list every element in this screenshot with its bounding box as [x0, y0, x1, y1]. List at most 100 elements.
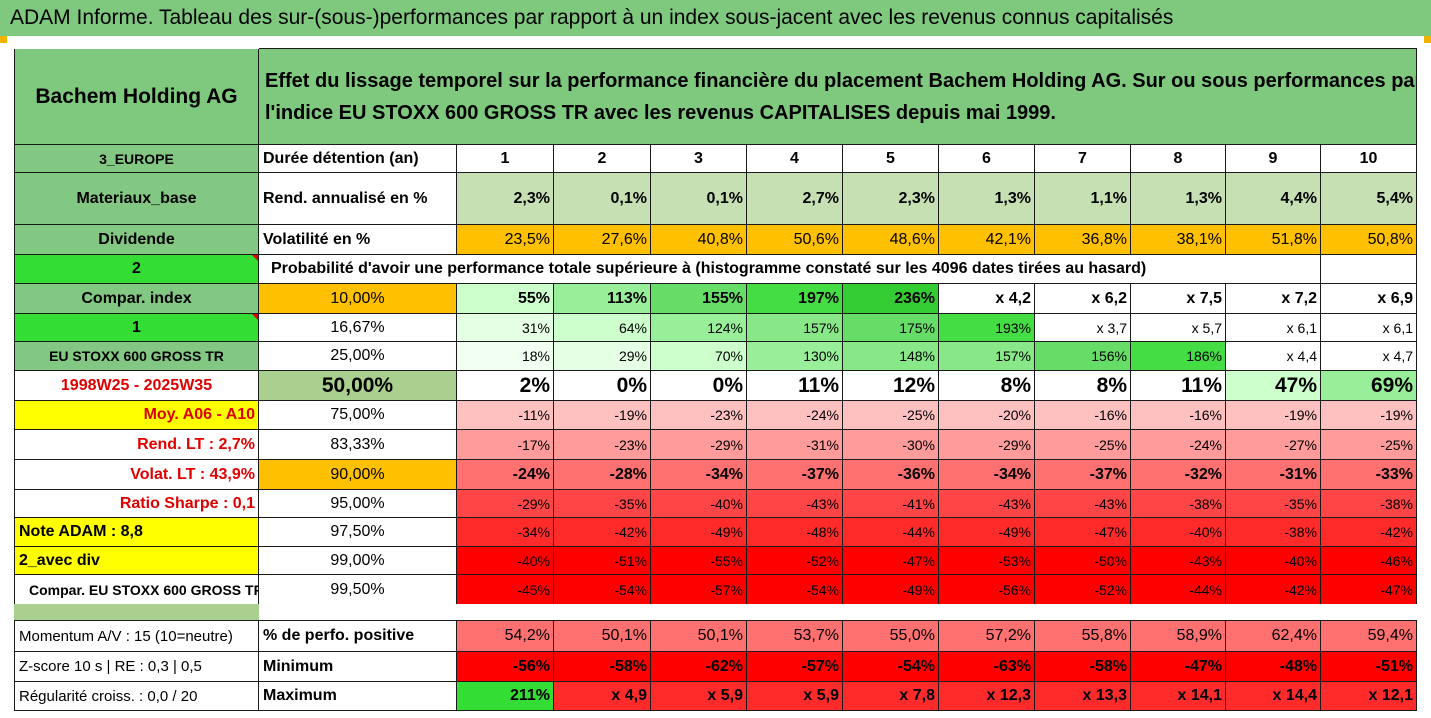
rend-value: 1,3% — [938, 172, 1035, 225]
percentile-value: 70% — [650, 341, 747, 371]
moy-label: Moy. A06 - A10 — [14, 400, 259, 430]
percentile-value: -42% — [1320, 517, 1417, 547]
vol-value: 38,1% — [1130, 224, 1226, 255]
percentile-value: -33% — [1320, 459, 1417, 490]
pct_pos-value: 50,1% — [650, 620, 747, 652]
pct_pos-value: 57,2% — [938, 620, 1035, 652]
percentile-value: -28% — [553, 459, 651, 490]
percentile-value: -29% — [650, 429, 747, 460]
percentile-value: -25% — [1034, 429, 1131, 460]
year-header: 9 — [1225, 144, 1321, 173]
percentile-value: -50% — [1034, 546, 1131, 575]
percentile-value: -49% — [938, 517, 1035, 547]
pct_pos-value: 62,4% — [1225, 620, 1321, 652]
percentile-value: -38% — [1320, 489, 1417, 518]
percentile-value: -43% — [1130, 546, 1226, 575]
dividend-label: Dividende — [14, 224, 259, 255]
percentile-value: 29% — [553, 341, 651, 371]
vol-value: 40,8% — [650, 224, 747, 255]
percentile-value: -24% — [456, 459, 554, 490]
percentile-value: -27% — [1225, 429, 1321, 460]
rend-value: 0,1% — [553, 172, 651, 225]
minimum-value: -63% — [938, 651, 1035, 682]
percentile-label: 50,00% — [258, 370, 457, 401]
corner-marker-right — [1424, 36, 1431, 43]
percentile-value: -40% — [1130, 517, 1226, 547]
vol-value: 27,6% — [553, 224, 651, 255]
report-title-bar: ADAM Informe. Tableau des sur-(sous-)per… — [0, 0, 1431, 36]
percentile-value: -35% — [1225, 489, 1321, 518]
percentile-value: -41% — [842, 489, 939, 518]
percentile-value: -24% — [746, 400, 843, 430]
spacer-green — [14, 604, 259, 621]
percentile-value: -23% — [650, 400, 747, 430]
percentile-label: 10,00% — [258, 283, 457, 314]
input-cell-2[interactable]: 2 — [14, 254, 259, 284]
percentile-value: -43% — [1034, 489, 1131, 518]
percentile-value: -11% — [456, 400, 554, 430]
percentile-value: -30% — [842, 429, 939, 460]
percentile-value: -47% — [1034, 517, 1131, 547]
pct_pos-value: 59,4% — [1320, 620, 1417, 652]
percentile-value: -46% — [1320, 546, 1417, 575]
percentile-value: -47% — [842, 546, 939, 575]
percentile-value: x 4,7 — [1320, 341, 1417, 371]
percentile-value: x 6,1 — [1225, 313, 1321, 342]
percentile-value: -44% — [842, 517, 939, 547]
vol-value: 42,1% — [938, 224, 1035, 255]
compar-footer-label: Compar. EU STOXX 600 GROSS TR — [14, 574, 259, 605]
percentile-value: -48% — [746, 517, 843, 547]
percentile-value: 155% — [650, 283, 747, 314]
percentile-value: 55% — [456, 283, 554, 314]
corner-marker-left — [0, 36, 7, 43]
percentile-value: -51% — [553, 546, 651, 575]
rend-value: 2,3% — [456, 172, 554, 225]
percentile-value: 2% — [456, 370, 554, 401]
percentile-value: -23% — [553, 429, 651, 460]
minimum-value: -58% — [1034, 651, 1131, 682]
percentile-value: -20% — [938, 400, 1035, 430]
year-header: 10 — [1320, 144, 1417, 173]
percentile-value: 64% — [553, 313, 651, 342]
year-header: 6 — [938, 144, 1035, 173]
percentile-value: -56% — [938, 574, 1035, 605]
percentile-value: 8% — [938, 370, 1035, 401]
percentile-value: -25% — [1320, 429, 1417, 460]
rend-value: 2,3% — [842, 172, 939, 225]
maximum-value: x 5,9 — [746, 681, 843, 711]
input-cell-1[interactable]: 1 — [14, 313, 259, 342]
pct_pos-value: 55,8% — [1034, 620, 1131, 652]
percentile-value: -32% — [1130, 459, 1226, 490]
percentile-value: -53% — [938, 546, 1035, 575]
rend-value: 1,3% — [1130, 172, 1226, 225]
percentile-value: -45% — [456, 574, 554, 605]
percentile-value: 11% — [1130, 370, 1226, 401]
percentile-value: -42% — [1225, 574, 1321, 605]
percentile-value: -29% — [938, 429, 1035, 460]
percentile-value: -35% — [553, 489, 651, 518]
percentile-value: x 7,5 — [1130, 283, 1226, 314]
percentile-value: x 6,1 — [1320, 313, 1417, 342]
percentile-value: 148% — [842, 341, 939, 371]
percentile-label: 95,00% — [258, 489, 457, 518]
description-description-line2: l'indice EU STOXX 600 GROSS TR avec les … — [265, 101, 1056, 124]
percentile-value: x 6,9 — [1320, 283, 1417, 314]
pct_pos-value: 55,0% — [842, 620, 939, 652]
percentile-value: x 3,7 — [1034, 313, 1131, 342]
minimum-value: -56% — [456, 651, 554, 682]
pct_pos-label: % de perfo. positive — [258, 620, 457, 652]
percentile-value: 18% — [456, 341, 554, 371]
compar-index-label: Compar. index — [14, 283, 259, 314]
percentile-label: 90,00% — [258, 459, 457, 490]
year-header: 1 — [456, 144, 554, 173]
percentile-value: 11% — [746, 370, 843, 401]
rend-value: 4,4% — [1225, 172, 1321, 225]
minimum-label: Minimum — [258, 651, 457, 682]
percentile-value: 31% — [456, 313, 554, 342]
rend-value: 5,4% — [1320, 172, 1417, 225]
percentile-value: -31% — [1225, 459, 1321, 490]
percentile-value: -31% — [746, 429, 843, 460]
maximum-value: x 7,8 — [842, 681, 939, 711]
maximum-value: x 12,1 — [1320, 681, 1417, 711]
